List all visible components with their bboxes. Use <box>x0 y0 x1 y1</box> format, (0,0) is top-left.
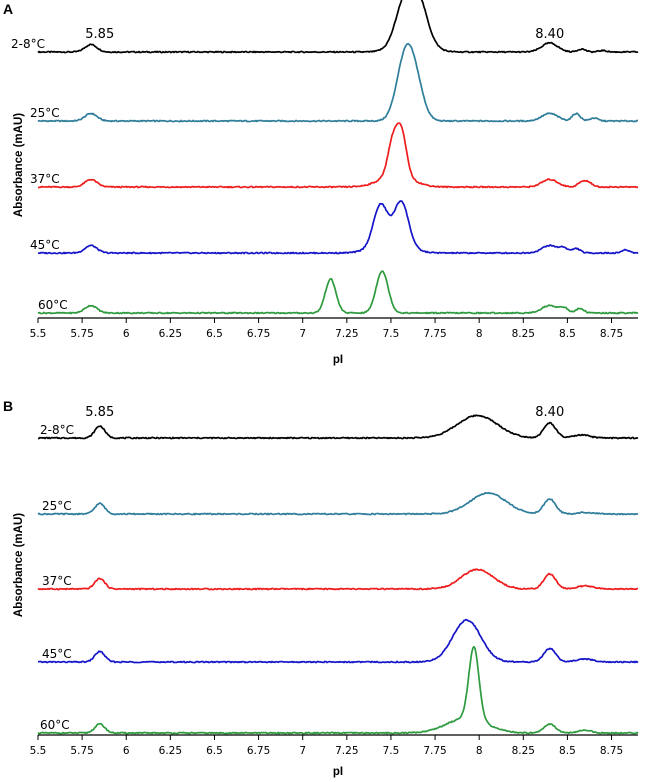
x-axis-label: pI <box>333 766 343 778</box>
x-tick-label: 6.25 <box>159 328 182 340</box>
series-trace-2 <box>37 491 639 516</box>
x-tick-label: 8 <box>476 745 483 757</box>
x-tick-label: 8 <box>476 328 483 340</box>
series-trace-1 <box>37 414 639 440</box>
panel-B: B Absorbance (mAU) pI 5.5 5.75 6 6.25 6.5 6.75 7 7… <box>3 398 639 778</box>
series-label: 60°C <box>38 298 68 312</box>
series-trace-3 <box>37 568 639 591</box>
series-label: 45°C <box>30 238 60 252</box>
series-trace-4 <box>37 618 639 664</box>
panel-letter: B <box>3 398 13 414</box>
y-axis-label: Absorbance (mAU) <box>13 513 25 617</box>
x-tick-label: 6.25 <box>159 745 182 757</box>
series-label: 45°C <box>42 647 72 661</box>
x-tick-label: 5.75 <box>70 745 93 757</box>
x-tick-label: 8.5 <box>559 745 576 757</box>
peak-annotation: 8.40 <box>535 405 564 420</box>
x-axis-label: pI <box>333 354 343 366</box>
panel-A: A Absorbance (mAU) pI 5.5 5.75 6 6.25 6.5 6.75 7 7… <box>3 0 639 366</box>
x-tick-label: 6.75 <box>247 745 270 757</box>
series-label: 37°C <box>42 574 72 588</box>
y-axis-label: Absorbance (mAU) <box>13 113 25 217</box>
series-trace-5 <box>37 270 639 315</box>
x-tick-label: 6 <box>123 745 130 757</box>
x-tick-label: 5.5 <box>30 328 47 340</box>
panel-letter: A <box>3 1 13 17</box>
series-trace-1 <box>37 0 639 54</box>
series-label: 2-8°C <box>40 423 74 437</box>
x-tick-label: 7 <box>299 745 306 757</box>
x-tick-label: 7.25 <box>335 328 358 340</box>
series-label: 2-8°C <box>11 37 45 51</box>
peak-annotation: 5.85 <box>85 405 114 420</box>
series-label: 37°C <box>30 172 60 186</box>
series-label: 60°C <box>40 718 70 732</box>
peak-annotation: 8.40 <box>535 27 564 42</box>
series-trace-4 <box>37 200 639 255</box>
x-tick-label: 7.5 <box>383 745 400 757</box>
series-trace-3 <box>37 122 639 189</box>
series-label: 25°C <box>42 499 72 513</box>
x-tick-label: 8.75 <box>600 745 623 757</box>
series-trace-5 <box>37 645 639 735</box>
x-tick-label: 8.25 <box>512 745 535 757</box>
x-tick-label: 7.75 <box>423 745 446 757</box>
x-tick-label: 7 <box>299 328 306 340</box>
peak-annotation: 5.85 <box>85 27 114 42</box>
x-tick-label: 7.75 <box>423 328 446 340</box>
x-tick-label: 6.75 <box>247 328 270 340</box>
x-tick-label: 7.5 <box>383 328 400 340</box>
x-tick-label: 6.5 <box>206 745 223 757</box>
x-tick-label: 5.75 <box>70 328 93 340</box>
series-label: 25°C <box>30 106 60 120</box>
x-tick-label: 7.25 <box>335 745 358 757</box>
x-tick-label: 8.5 <box>559 328 576 340</box>
x-tick-label: 8.75 <box>600 328 623 340</box>
x-tick-label: 6.5 <box>206 328 223 340</box>
x-tick-label: 8.25 <box>512 328 535 340</box>
x-tick-label: 6 <box>123 328 130 340</box>
series-trace-2 <box>37 42 639 123</box>
x-tick-label: 5.5 <box>30 745 47 757</box>
